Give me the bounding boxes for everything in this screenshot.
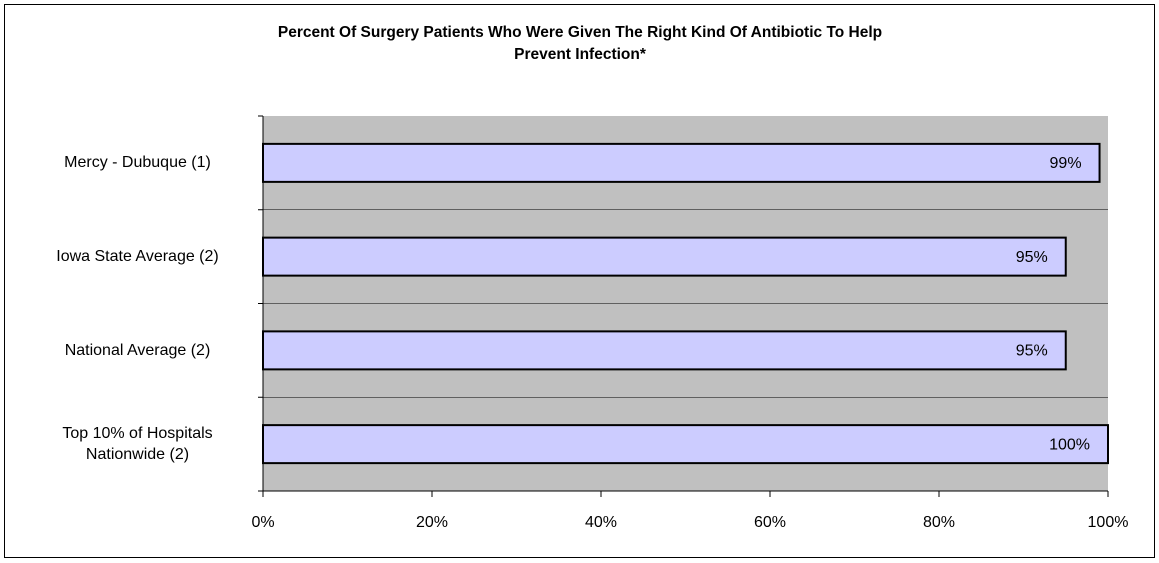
x-tick-label: 0% [251,514,274,531]
value-label: 95% [1016,343,1048,360]
x-tick-label: 100% [1088,514,1129,531]
x-tick-label: 40% [585,514,617,531]
bar [262,330,1067,371]
x-tick-label: 20% [416,514,448,531]
y-tick-label: Iowa State Average (2) [56,248,219,266]
bar [262,424,1109,465]
chart-title: Percent Of Surgery Patients Who Were Giv… [277,24,883,63]
value-label: 100% [1049,436,1090,453]
x-tick-label: 60% [754,514,786,531]
value-label: 95% [1016,249,1048,266]
x-tick-label: 80% [923,514,955,531]
bar [262,236,1067,277]
y-tick-label: Top 10% of Hospitals Nationwide (2) [62,425,213,464]
value-label: 99% [1050,155,1082,172]
bar [262,142,1101,183]
y-tick-label: National Average (2) [64,341,211,359]
y-tick-label: Mercy - Dubuque (1) [64,154,211,172]
